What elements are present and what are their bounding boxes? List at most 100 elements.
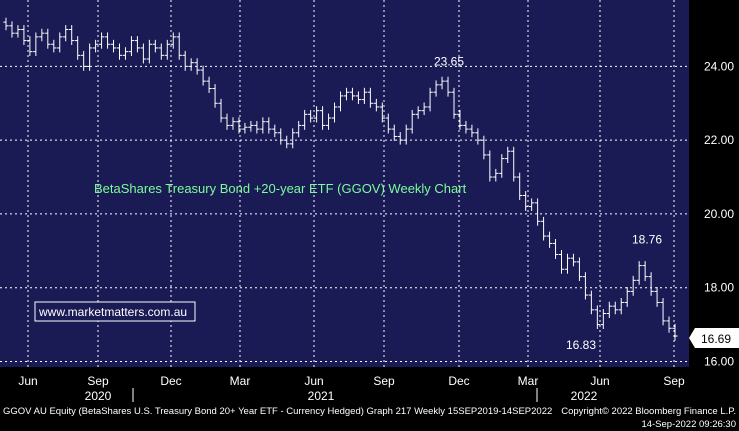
price-bar (110, 39, 117, 53)
x-tick-label: Dec (160, 374, 181, 388)
price-bar (630, 275, 636, 296)
price-bar (337, 91, 344, 112)
price-bar (21, 25, 27, 45)
y-axis-ticks: 16.00 18.00 20.00 22.00 24.00 (704, 59, 734, 368)
last-price-label: 16.69 (701, 332, 731, 346)
x-tick-label: Sep (663, 374, 685, 388)
last-price-marker (689, 328, 739, 348)
x-tick-label: Mar (518, 374, 539, 388)
x-year-label: 2021 (308, 389, 335, 403)
watermark-text: www.marketmatters.com.au (38, 305, 187, 319)
price-bar (248, 120, 254, 132)
price-bar (74, 36, 81, 60)
footer-left: GGOV AU Equity (BetaShares U.S. Treasury… (3, 406, 552, 417)
price-bar (152, 39, 159, 53)
price-bar (218, 98, 224, 123)
x-tick-label: Jun (18, 374, 37, 388)
price-bar (200, 65, 206, 86)
price-bar (104, 32, 111, 49)
footer-right-copyright: Copyright© 2022 Bloomberg Finance L.P. (561, 406, 736, 417)
price-bar (511, 146, 517, 182)
price-bar (517, 172, 523, 200)
price-bar (92, 39, 99, 53)
price-bar (361, 87, 368, 105)
annotation-label: 18.76 (632, 233, 662, 247)
price-bar (206, 76, 212, 93)
price-bar (301, 109, 308, 130)
price-bar (564, 253, 571, 274)
price-bar (672, 323, 678, 341)
price-bar (421, 102, 427, 116)
price-bar (666, 316, 672, 333)
price-bar (439, 76, 445, 90)
x-tick-label: Jun (304, 374, 323, 388)
price-bar (379, 102, 386, 123)
price-bar (505, 146, 511, 164)
price-bar (499, 154, 505, 178)
price-bar (570, 253, 577, 267)
price-bar (331, 102, 338, 123)
x-tick-label: Dec (448, 374, 469, 388)
price-bar (146, 39, 153, 64)
annotation-label: 23.65 (434, 54, 464, 68)
y-tick-label: 16.00 (704, 354, 734, 368)
price-bar (182, 50, 188, 71)
price-bar (600, 309, 607, 330)
price-bar (606, 301, 612, 318)
price-bar (260, 117, 266, 134)
price-bar (284, 135, 290, 149)
price-bar (290, 128, 296, 149)
price-bar (57, 32, 63, 53)
price-bar (33, 32, 39, 57)
price-bar (582, 272, 589, 300)
x-year-label: 2020 (85, 389, 112, 403)
price-bar (594, 305, 601, 330)
x-tick-label: Mar (230, 374, 251, 388)
price-bar (624, 286, 630, 307)
price-bar (475, 128, 481, 145)
price-bar (558, 250, 565, 274)
price-bar (427, 87, 433, 112)
price-bar (307, 109, 314, 123)
price-annotations: 23.65 18.76 16.83 (434, 54, 662, 352)
price-bar (15, 25, 21, 38)
y-tick-label: 20.00 (704, 207, 734, 221)
price-bar (660, 298, 666, 326)
price-bar (80, 50, 87, 71)
price-bar (98, 32, 105, 49)
price-bar (540, 216, 547, 241)
y-tick-label: 18.00 (704, 281, 734, 295)
price-bar (236, 117, 242, 134)
price-bar (319, 106, 326, 130)
price-bar (230, 117, 236, 130)
price-bar (385, 113, 391, 134)
y-tick-label: 24.00 (704, 59, 734, 73)
price-bar (457, 109, 463, 130)
price-bar (618, 298, 624, 315)
price-bar (487, 150, 493, 182)
watermark-box (34, 301, 196, 322)
footer-right-timestamp: 14-Sep-2022 09:26:30 (641, 419, 736, 430)
price-bar (295, 120, 302, 138)
annotation-label: 16.83 (566, 338, 596, 352)
price-bar (194, 58, 200, 75)
price-bar (445, 76, 451, 97)
price-bar (403, 124, 409, 145)
price-bar (212, 84, 218, 108)
price-bar (546, 231, 553, 248)
price-bar (224, 113, 230, 130)
price-bar (242, 122, 248, 134)
price-bar (463, 120, 469, 134)
price-bar (349, 87, 356, 101)
price-bar (164, 39, 170, 60)
price-bar (158, 43, 164, 60)
price-bar (51, 39, 57, 53)
price-bar (534, 198, 541, 226)
price-bar (116, 43, 123, 60)
price-bar (272, 124, 278, 138)
price-bar (451, 87, 457, 119)
price-bar (522, 191, 529, 211)
price-bar (469, 124, 475, 138)
price-bar (528, 198, 535, 211)
price-bar (654, 286, 660, 307)
